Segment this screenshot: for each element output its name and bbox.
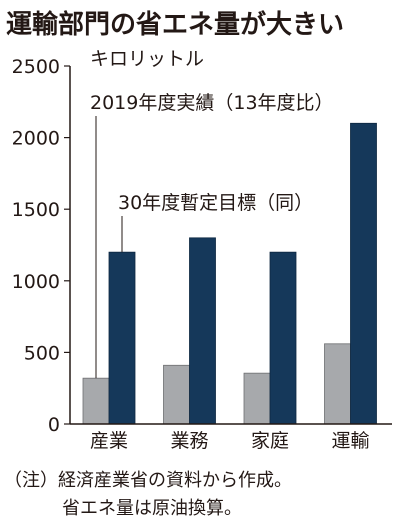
y-tick-label: 2500 — [12, 56, 60, 78]
x-axis-labels: 産業 業務 家庭 運輸 — [90, 430, 370, 452]
x-tick-label: 産業 — [90, 430, 128, 452]
x-tick-label: 家庭 — [251, 430, 289, 452]
y-tick-label: 0 — [48, 414, 60, 436]
y-tick-label: 1500 — [12, 199, 60, 221]
bar-2019-0 — [82, 377, 110, 425]
x-tick-label: 業務 — [170, 430, 208, 452]
bar-2019-2 — [243, 372, 271, 425]
page-title: 運輸部門の省エネ量が大きい — [6, 10, 345, 40]
legend-label-2019: 2019年度実績（13年度比） — [90, 92, 334, 114]
bar-target-1 — [189, 237, 216, 425]
y-tick-label: 1000 — [12, 271, 60, 293]
x-tick-label: 運輸 — [331, 430, 369, 452]
bar-2019-3 — [324, 343, 351, 425]
legend-label-target: 30年度暫定目標（同） — [118, 192, 313, 214]
bar-target-2 — [269, 251, 297, 425]
bar-target-0 — [108, 251, 136, 425]
bar-2019-1 — [163, 364, 190, 425]
legend-leader-lines — [95, 116, 123, 379]
footnote-source: （注）経済産業省の資料から作成。 — [4, 470, 292, 491]
bars — [82, 122, 377, 425]
y-axis-ticks: 0 500 1000 1500 2000 2500 — [12, 56, 70, 436]
bar-target-3 — [350, 122, 377, 425]
y-tick-label: 500 — [24, 342, 60, 364]
footnote-conversion: 省エネ量は原油換算。 — [62, 498, 242, 519]
bar-chart: 0 500 1000 1500 2000 2500 産業 業務 家庭 運輸 2019年度実績（1… — [12, 56, 392, 452]
y-axis-unit-label: キロリットル — [90, 48, 205, 70]
y-tick-label: 2000 — [12, 128, 60, 150]
